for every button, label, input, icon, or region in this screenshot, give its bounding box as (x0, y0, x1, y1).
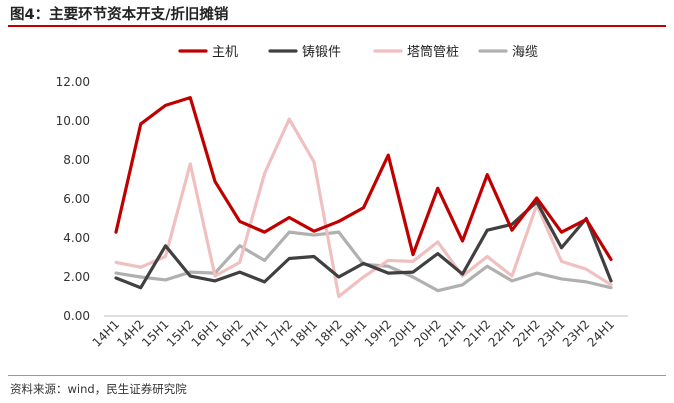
x-tick-label: 17H2 (263, 317, 295, 349)
x-tick-label: 21H2 (461, 317, 493, 349)
x-tick-label: 20H2 (411, 317, 443, 349)
footer-divider (8, 375, 666, 376)
x-tick-label: 14H1 (90, 317, 122, 349)
x-tick-label: 18H2 (312, 317, 344, 349)
legend-label-3: 塔筒管桩 (407, 44, 459, 60)
page-title: 图4：主要环节资本开支/折旧摊销 (10, 7, 229, 23)
x-axis: 14H114H215H115H216H116H217H117H218H118H2… (90, 315, 628, 350)
x-tick-label: 22H1 (486, 317, 518, 349)
x-tick-label: 15H2 (164, 317, 196, 349)
x-tick-label: 19H1 (337, 317, 369, 349)
x-tick-label: 17H1 (238, 317, 270, 349)
y-axis: 0.00 2.00 4.00 6.00 8.00 10.00 12.00 (56, 75, 90, 323)
y-tick-label: 8.00 (63, 153, 90, 167)
line-chart: 主机 铸锻件 塔筒管桩 海缆 0.00 2.00 4.00 6.00 8.00 10.00 12.… (56, 44, 628, 350)
x-tick-label: 19H2 (362, 317, 394, 349)
x-tick-label: 23H1 (535, 317, 567, 349)
x-tick-label: 16H1 (189, 317, 221, 349)
y-tick-label: 6.00 (63, 192, 90, 206)
title-underline (8, 25, 666, 27)
series-line-4 (114, 230, 613, 293)
x-tick-label: 16H2 (213, 317, 245, 349)
y-tick-label: 2.00 (63, 270, 90, 284)
x-tick-label: 15H1 (139, 317, 171, 349)
x-tick-label: 22H2 (510, 317, 542, 349)
legend-label-2: 铸锻件 (302, 44, 341, 60)
x-tick-label: 20H1 (387, 317, 419, 349)
y-tick-label: 0.00 (63, 309, 90, 323)
x-tick-label: 14H2 (114, 317, 146, 349)
series-line-1 (114, 95, 613, 262)
chart-legend: 主机 铸锻件 塔筒管桩 海缆 (178, 44, 538, 60)
x-tick-label: 24H1 (585, 317, 617, 349)
x-tick-label: 23H2 (560, 317, 592, 349)
x-tick-label: 21H1 (436, 317, 468, 349)
legend-label-1: 主机 (212, 45, 238, 60)
y-tick-label: 12.00 (56, 75, 90, 89)
source-note: 资料来源：wind，民生证券研究院 (10, 382, 187, 396)
series-line-2 (114, 200, 613, 290)
plot-area (114, 95, 613, 299)
y-tick-label: 10.00 (56, 114, 90, 128)
x-tick-label: 18H1 (288, 317, 320, 349)
y-tick-label: 4.00 (63, 231, 90, 245)
legend-label-4: 海缆 (512, 44, 538, 60)
